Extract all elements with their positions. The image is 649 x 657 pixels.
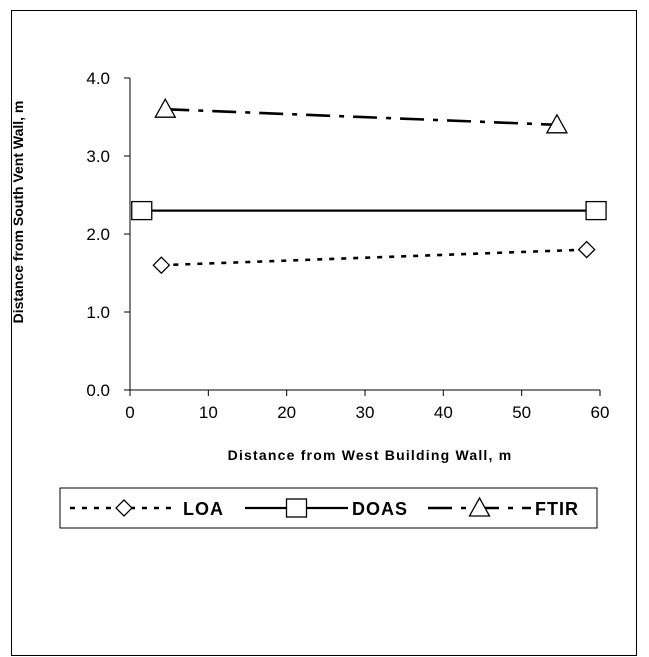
data-point-diamond xyxy=(152,256,171,275)
legend: LOA DOAS FTIR xyxy=(70,496,579,519)
y-axis-title: Distance from South Vent Wall, m xyxy=(10,101,26,324)
legend-label: DOAS xyxy=(352,499,408,519)
legend-label: LOA xyxy=(183,499,224,519)
chart-axes xyxy=(124,77,601,396)
y-tick-label: 3.0 xyxy=(86,147,110,166)
y-tick-label: 2.0 xyxy=(86,225,110,244)
plot-area xyxy=(131,97,607,275)
x-tick-labels: 0 10 20 30 40 50 60 xyxy=(125,403,609,422)
legend-box xyxy=(59,487,598,529)
data-point-triangle xyxy=(545,113,569,134)
y-tick-label: 1.0 xyxy=(86,303,110,322)
x-tick-label: 30 xyxy=(356,403,375,422)
chart-frame xyxy=(11,10,637,656)
data-point-diamond xyxy=(577,240,596,259)
series-line xyxy=(161,248,587,267)
y-tick-labels: 0.0 1.0 2.0 3.0 4.0 xyxy=(86,69,110,400)
series-doas xyxy=(131,200,607,221)
legend-item-doas: DOAS xyxy=(245,498,408,519)
series-ftir xyxy=(154,97,569,134)
legend-swatch-square xyxy=(285,498,308,518)
x-tick-label: 50 xyxy=(512,403,531,422)
x-tick-label: 10 xyxy=(199,403,218,422)
series-line xyxy=(165,107,557,127)
x-tick-label: 40 xyxy=(434,403,453,422)
legend-swatch-triangle xyxy=(468,496,491,517)
x-tick-label: 20 xyxy=(277,403,296,422)
x-tick-label: 60 xyxy=(591,403,610,422)
legend-label: FTIR xyxy=(535,499,579,519)
legend-item-ftir: FTIR xyxy=(428,496,579,519)
y-tick-label: 4.0 xyxy=(86,69,110,88)
y-tick-label: 0.0 xyxy=(86,381,110,400)
data-point-square xyxy=(585,200,607,221)
x-tick-label: 0 xyxy=(125,403,134,422)
series-loa xyxy=(152,240,596,275)
legend-swatch-diamond xyxy=(115,499,133,517)
data-point-square xyxy=(131,200,153,221)
legend-item-loa: LOA xyxy=(70,499,224,519)
data-point-triangle xyxy=(154,97,177,118)
x-axis-title: Distance from West Building Wall, m xyxy=(228,447,513,463)
